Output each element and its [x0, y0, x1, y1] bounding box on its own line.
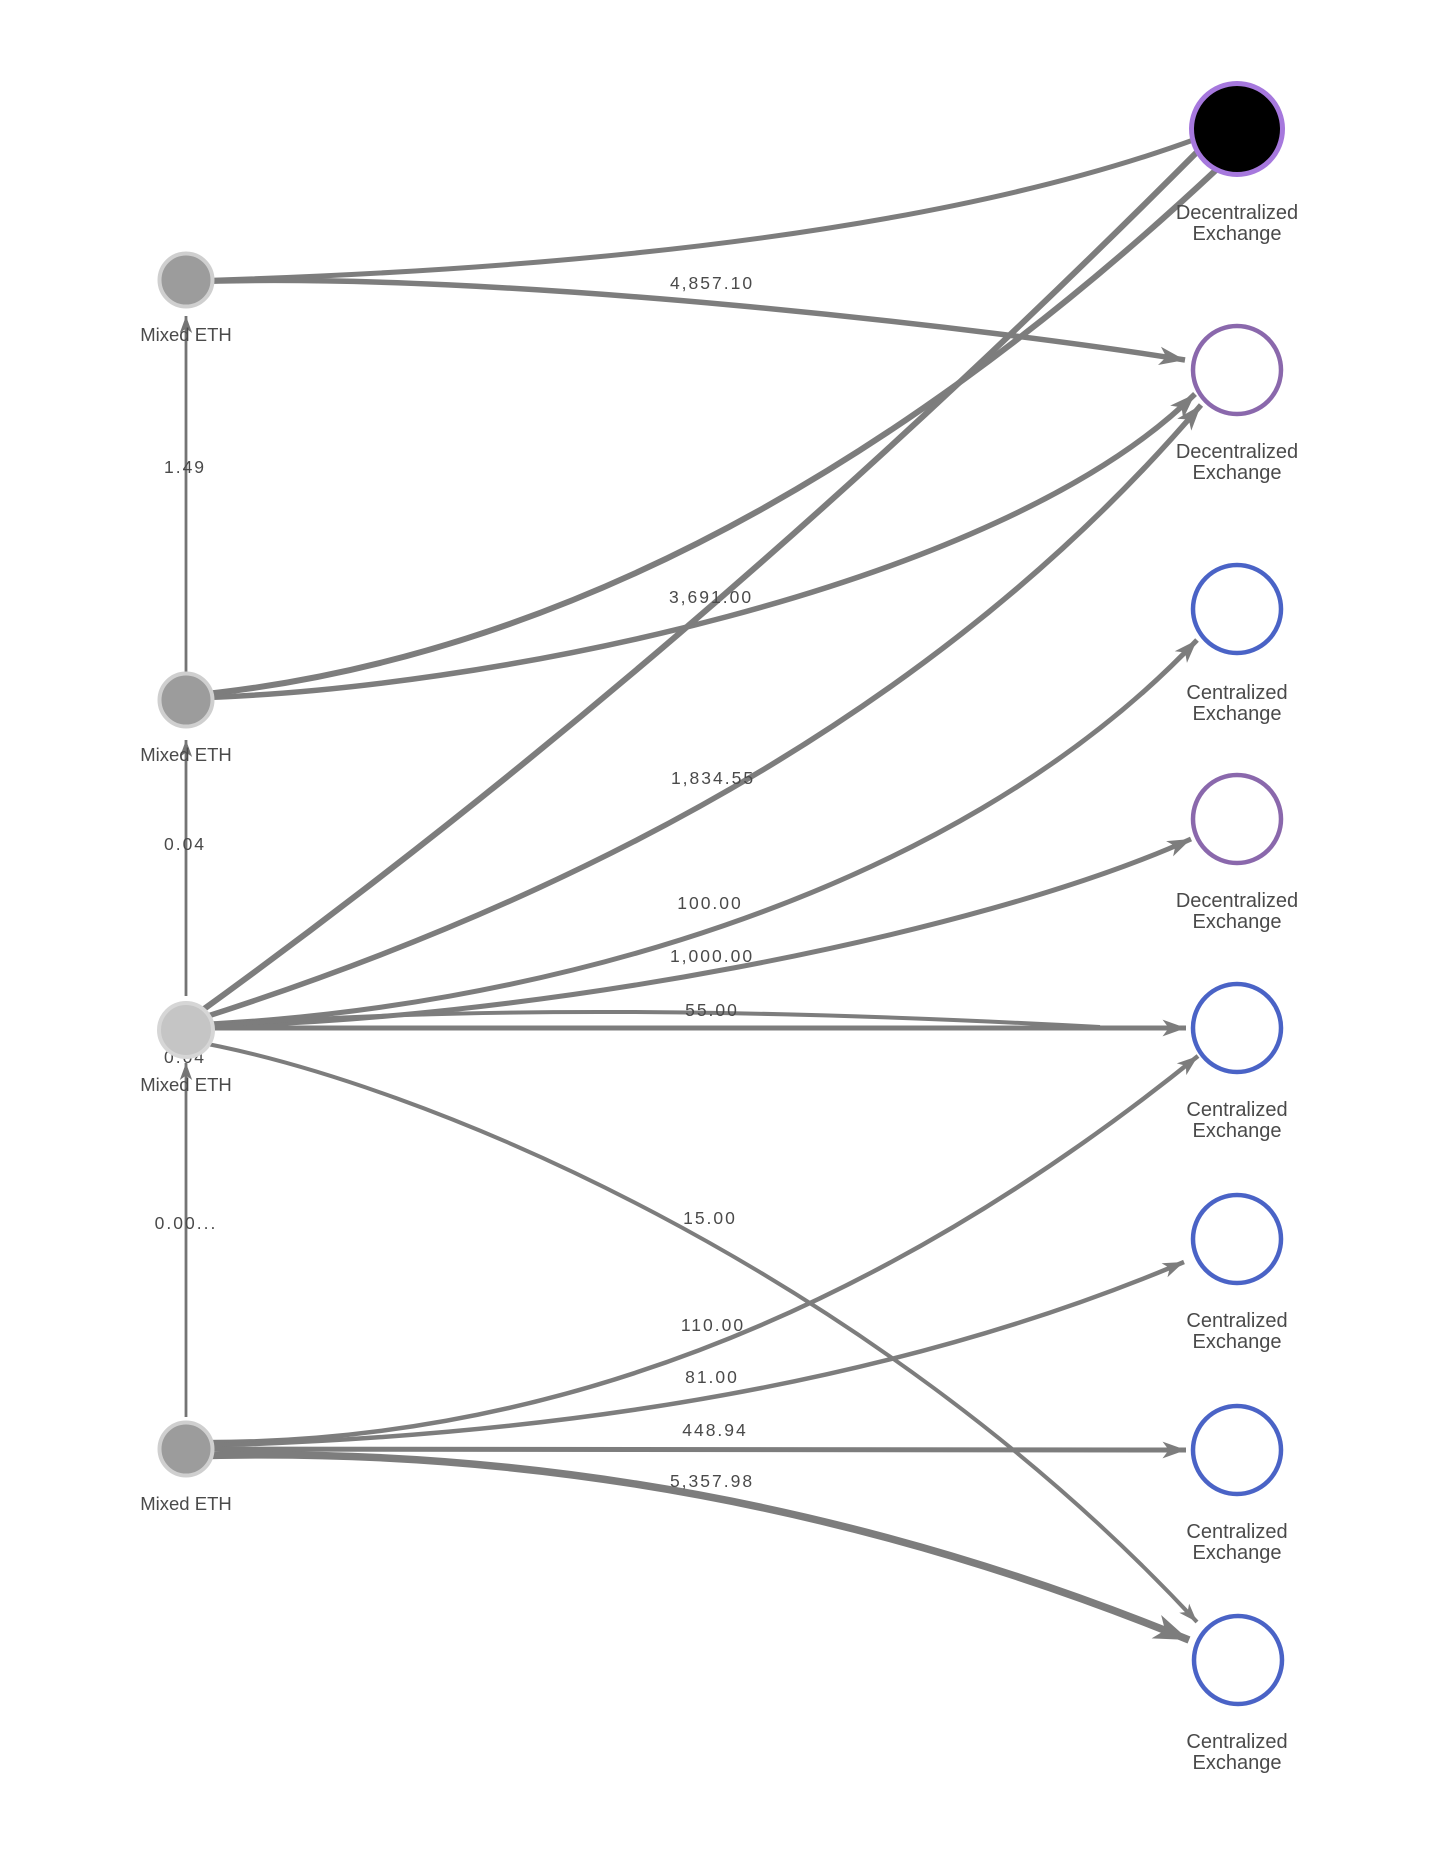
- svg-text:Exchange: Exchange: [1193, 462, 1282, 484]
- svg-text:Centralized: Centralized: [1186, 1731, 1287, 1753]
- svg-text:Exchange: Exchange: [1193, 223, 1282, 245]
- svg-text:5,357.98: 5,357.98: [670, 1471, 754, 1491]
- svg-text:Exchange: Exchange: [1193, 911, 1282, 933]
- svg-text:Centralized: Centralized: [1186, 1099, 1287, 1121]
- svg-text:81.00: 81.00: [685, 1367, 739, 1387]
- svg-text:Decentralized: Decentralized: [1176, 441, 1298, 463]
- svg-text:Exchange: Exchange: [1193, 1120, 1282, 1142]
- svg-text:Mixed ETH: Mixed ETH: [140, 744, 232, 765]
- svg-text:Exchange: Exchange: [1193, 1752, 1282, 1774]
- svg-text:4,857.10: 4,857.10: [670, 273, 754, 293]
- svg-text:448.94: 448.94: [682, 1420, 748, 1440]
- svg-text:0.00...: 0.00...: [155, 1213, 218, 1233]
- svg-text:Mixed ETH: Mixed ETH: [140, 1074, 232, 1095]
- svg-text:Decentralized: Decentralized: [1176, 202, 1298, 224]
- svg-text:0.04: 0.04: [164, 834, 206, 854]
- svg-text:Centralized: Centralized: [1186, 682, 1287, 704]
- svg-text:Decentralized: Decentralized: [1176, 890, 1298, 912]
- svg-text:55.00: 55.00: [685, 1000, 739, 1020]
- svg-text:110.00: 110.00: [681, 1315, 745, 1335]
- svg-text:15.00: 15.00: [683, 1208, 737, 1228]
- svg-text:Exchange: Exchange: [1193, 1542, 1282, 1564]
- svg-text:Centralized: Centralized: [1186, 1521, 1287, 1543]
- svg-text:Exchange: Exchange: [1193, 1331, 1282, 1353]
- svg-text:100.00: 100.00: [677, 893, 743, 913]
- svg-text:3,691.00: 3,691.00: [669, 587, 753, 607]
- svg-text:1,834.55: 1,834.55: [671, 768, 755, 788]
- svg-text:Mixed ETH: Mixed ETH: [140, 324, 232, 345]
- svg-text:Exchange: Exchange: [1193, 703, 1282, 725]
- svg-text:1.49: 1.49: [164, 457, 206, 477]
- svg-text:Centralized: Centralized: [1186, 1310, 1287, 1332]
- svg-text:1,000.00: 1,000.00: [670, 946, 754, 966]
- svg-text:Mixed ETH: Mixed ETH: [140, 1493, 232, 1514]
